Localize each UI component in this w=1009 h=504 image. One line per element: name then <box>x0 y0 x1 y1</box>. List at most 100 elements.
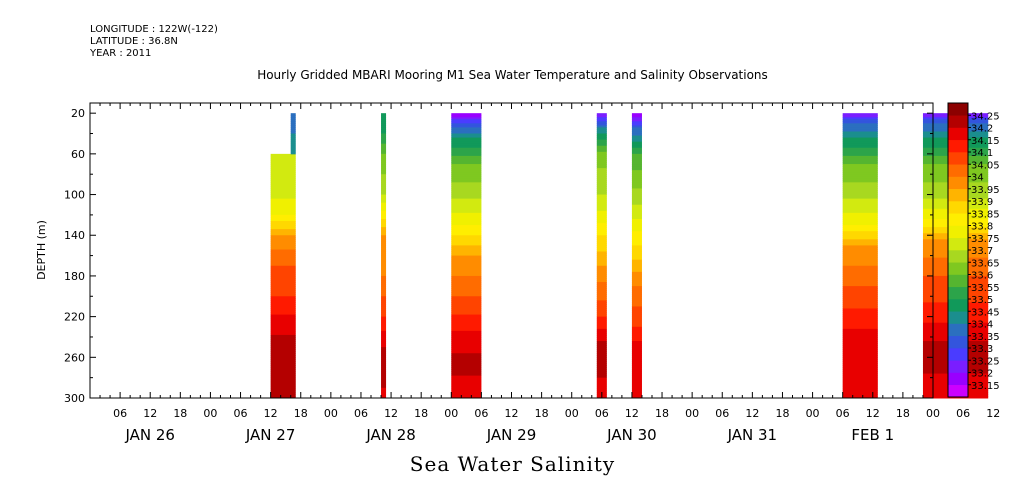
salinity-cell <box>451 155 482 159</box>
salinity-cell <box>381 263 387 267</box>
x-tick-label: 18 <box>294 407 308 420</box>
salinity-cell <box>631 147 642 151</box>
salinity-cell <box>596 188 607 191</box>
salinity-cell <box>631 361 642 364</box>
salinity-cell <box>270 237 296 240</box>
colorbar-swatch <box>948 139 968 153</box>
salinity-cell <box>451 277 482 281</box>
salinity-cell <box>842 155 878 159</box>
salinity-cell <box>631 282 642 285</box>
salinity-cell <box>381 290 387 293</box>
salinity-cell <box>381 180 387 183</box>
salinity-cell <box>270 393 296 397</box>
salinity-cell <box>451 231 482 234</box>
salinity-cell <box>842 306 878 309</box>
colorbar-label: 34 <box>971 173 984 184</box>
salinity-cell <box>270 324 296 328</box>
salinity-cell <box>596 271 607 275</box>
plot-frame <box>89 102 934 399</box>
salinity-cell <box>842 141 878 145</box>
salinity-cell <box>451 196 482 200</box>
salinity-cell <box>596 113 607 116</box>
salinity-cell <box>270 383 296 387</box>
salinity-cell <box>451 259 482 263</box>
salinity-cell <box>596 168 607 171</box>
salinity-cell <box>381 322 387 326</box>
salinity-cell <box>451 115 482 118</box>
salinity-cell <box>451 221 482 224</box>
salinity-cell <box>381 214 387 218</box>
salinity-cell <box>451 117 482 120</box>
salinity-cell <box>596 312 607 316</box>
salinity-cell <box>270 316 296 320</box>
x-day-label: FEB 1 <box>851 426 894 444</box>
salinity-cell <box>842 235 878 238</box>
salinity-cell <box>631 347 642 350</box>
salinity-cell <box>270 253 296 257</box>
salinity-cell <box>842 172 878 175</box>
salinity-cell <box>596 117 607 120</box>
salinity-cell <box>842 188 878 191</box>
salinity-cell <box>451 153 482 157</box>
salinity-cell <box>381 218 387 222</box>
colorbar-label: 33.15 <box>971 381 1000 392</box>
salinity-cell <box>290 141 296 145</box>
salinity-cell <box>631 286 642 289</box>
salinity-cell <box>381 216 387 220</box>
salinity-cell <box>451 241 482 244</box>
salinity-cell <box>631 306 642 309</box>
salinity-cell <box>631 113 642 116</box>
salinity-cell <box>631 322 642 326</box>
x-tick-label: 00 <box>444 407 458 420</box>
salinity-cell <box>451 377 482 381</box>
colorbar-swatch <box>948 274 968 288</box>
salinity-cell <box>381 371 387 375</box>
data-segment <box>451 113 482 399</box>
salinity-cell <box>631 343 642 346</box>
salinity-cell <box>596 145 607 149</box>
y-tick-label: 100 <box>64 189 85 202</box>
colorbar-label: 33.55 <box>971 283 1000 294</box>
salinity-cell <box>290 139 296 143</box>
salinity-cell <box>270 395 296 399</box>
salinity-cell <box>290 127 296 130</box>
salinity-cell <box>842 298 878 301</box>
data-segment <box>381 113 387 399</box>
salinity-cell <box>381 182 387 185</box>
salinity-cell <box>596 357 607 360</box>
y-tick-label: 20 <box>71 107 85 120</box>
salinity-cell <box>270 369 296 373</box>
salinity-cell <box>270 328 296 332</box>
salinity-cell <box>381 147 387 151</box>
salinity-cell <box>842 312 878 316</box>
salinity-cell <box>451 310 482 314</box>
salinity-cell <box>631 363 642 366</box>
salinity-cell <box>842 395 878 399</box>
salinity-cell <box>842 115 878 118</box>
salinity-cell <box>631 375 642 379</box>
year-text: YEAR : 2011 <box>90 48 152 59</box>
salinity-cell <box>631 351 642 354</box>
salinity-cell <box>596 241 607 244</box>
salinity-cell <box>381 241 387 244</box>
salinity-cell <box>631 353 642 356</box>
salinity-cell <box>631 164 642 167</box>
salinity-cell <box>596 263 607 267</box>
salinity-cell <box>596 318 607 322</box>
salinity-cell <box>381 367 387 371</box>
salinity-cell <box>842 129 878 132</box>
x-tick-label: 18 <box>896 407 910 420</box>
salinity-cell <box>381 345 387 348</box>
salinity-cell <box>381 139 387 143</box>
salinity-cell <box>631 239 642 242</box>
salinity-cell <box>596 300 607 303</box>
salinity-cell <box>842 178 878 181</box>
salinity-cell <box>381 127 387 130</box>
salinity-cell <box>596 194 607 198</box>
salinity-cell <box>631 249 642 253</box>
salinity-cell <box>451 157 482 161</box>
colorbar-label: 33.6 <box>971 271 993 282</box>
salinity-cell <box>451 304 482 307</box>
x-tick-label: 12 <box>745 407 759 420</box>
